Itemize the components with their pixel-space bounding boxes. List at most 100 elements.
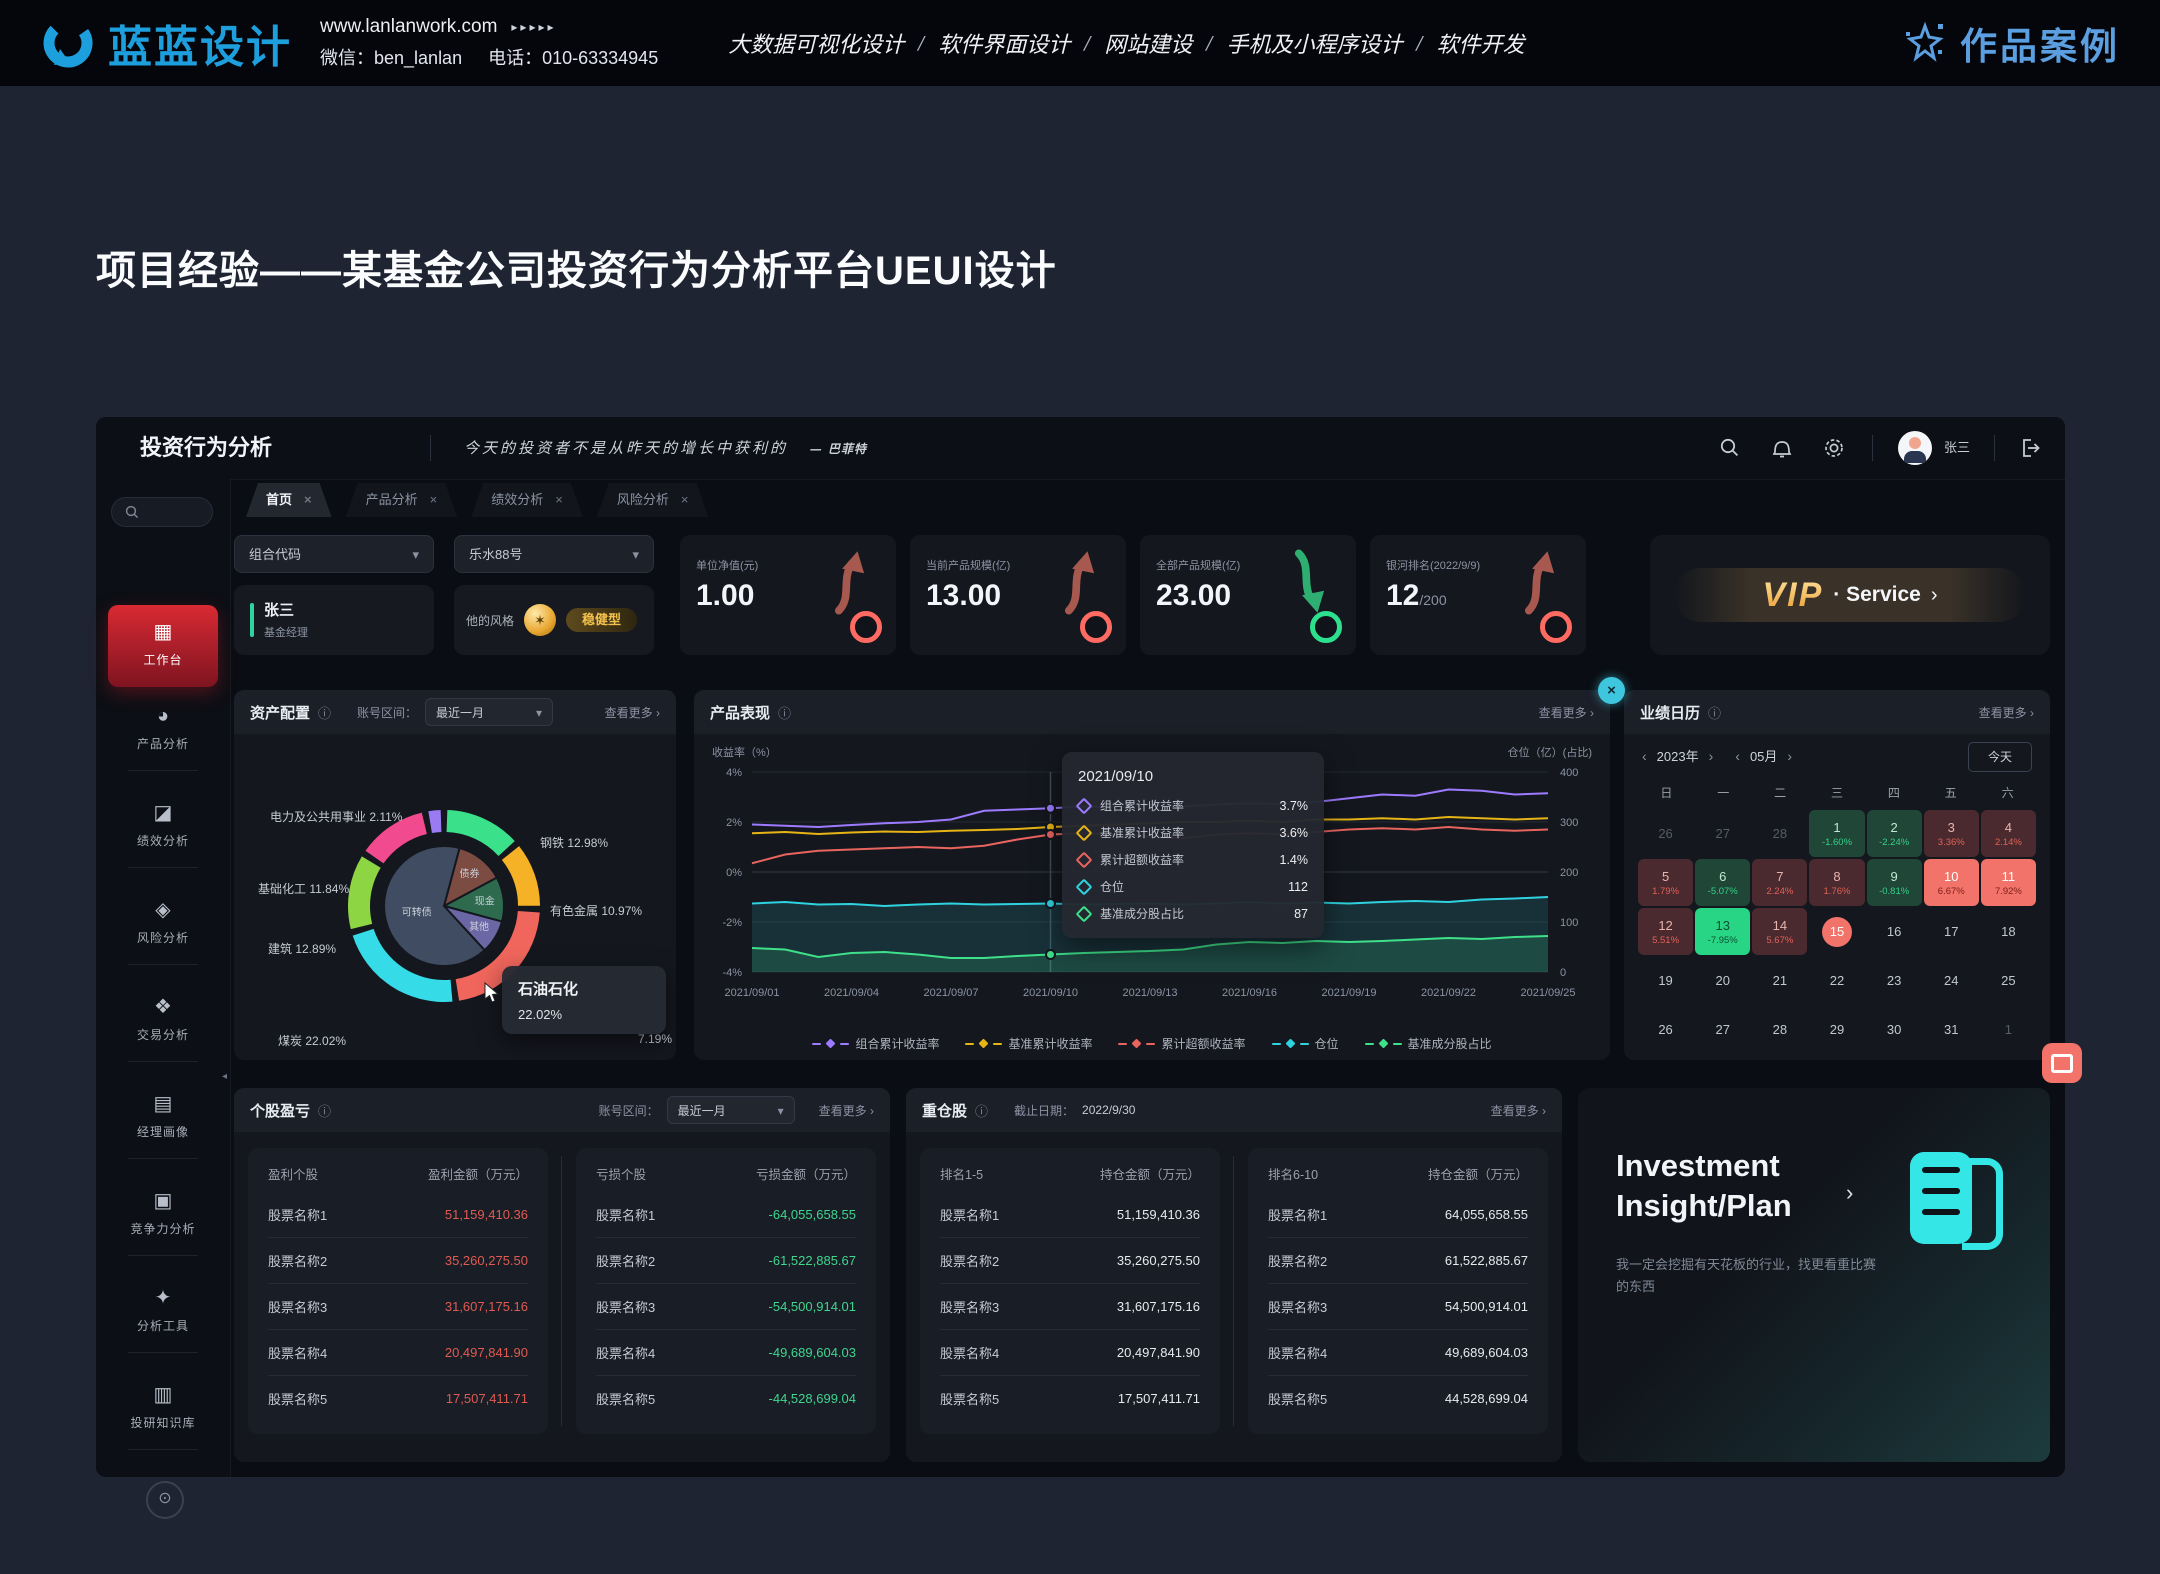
fund-name-dropdown[interactable]: 乐水88号 ▾ bbox=[454, 535, 654, 573]
calendar-day[interactable]: 6 -5.07% bbox=[1695, 859, 1751, 906]
sidebar-search-input[interactable] bbox=[111, 497, 213, 527]
logo[interactable]: 蓝蓝设计 bbox=[40, 11, 292, 75]
sidebar-item-analysis-tools[interactable]: ✦ 分析工具 bbox=[96, 1285, 230, 1353]
sidebar-item-research-knowledge[interactable]: ▥ 投研知识库 bbox=[96, 1382, 230, 1450]
calendar-day[interactable]: 7 2.24% bbox=[1752, 859, 1808, 906]
sidebar-collapse-icon[interactable]: ◂ bbox=[222, 1071, 228, 1082]
calendar-day[interactable]: 21 bbox=[1772, 973, 1788, 988]
today-button[interactable]: 今天 bbox=[1968, 742, 2032, 772]
info-icon[interactable]: ⓘ bbox=[318, 705, 332, 721]
calendar-day[interactable]: 28 bbox=[1772, 826, 1788, 841]
tab-风险分析[interactable]: 风险分析 × bbox=[597, 483, 709, 517]
inner-slice-可转债[interactable] bbox=[383, 845, 487, 967]
tab-绩效分析[interactable]: 绩效分析 × bbox=[471, 483, 583, 517]
legend-item-基准累计收益率[interactable]: 基准累计收益率 bbox=[965, 1035, 1092, 1052]
calendar-day[interactable]: 18 bbox=[2001, 924, 2016, 939]
calendar-day[interactable]: 14 5.67% bbox=[1752, 908, 1808, 955]
calendar-day[interactable]: 1 -1.60% bbox=[1809, 810, 1865, 857]
calendar-year[interactable]: 2023年 bbox=[1656, 749, 1699, 764]
logout-icon[interactable] bbox=[2018, 436, 2042, 460]
range-dropdown[interactable]: 最近一月 ▾ bbox=[425, 698, 554, 726]
calendar-day[interactable]: 1 bbox=[2004, 1022, 2013, 1037]
view-more-link[interactable]: 查看更多 › bbox=[604, 705, 660, 720]
calendar-day[interactable]: 26 bbox=[1658, 1022, 1673, 1037]
calendar-day[interactable]: 10 6.67% bbox=[1923, 859, 1979, 906]
info-icon[interactable]: ⓘ bbox=[1708, 705, 1722, 721]
legend-item-组合累计收益率[interactable]: 组合累计收益率 bbox=[812, 1035, 939, 1052]
sidebar-bottom-avatar[interactable]: ⊙ bbox=[146, 1481, 184, 1519]
sidebar-item-workbench[interactable]: ▦ 工作台 bbox=[108, 605, 218, 687]
gear-icon[interactable] bbox=[1822, 436, 1846, 460]
sidebar-item-trade-analysis[interactable]: ❖ 交易分析 bbox=[96, 994, 230, 1062]
donut-segment-基础化工[interactable] bbox=[365, 812, 427, 864]
calendar-day[interactable]: 8 1.76% bbox=[1809, 859, 1865, 906]
legend-item-仓位[interactable]: 仓位 bbox=[1271, 1035, 1339, 1052]
bookmark-floating-button[interactable] bbox=[2042, 1043, 2082, 1083]
donut-segment-石油石化[interactable] bbox=[455, 910, 540, 1001]
calendar-day[interactable]: 2 -2.24% bbox=[1866, 810, 1922, 857]
info-icon[interactable]: ⓘ bbox=[975, 1103, 989, 1119]
view-more-link[interactable]: 查看更多 › bbox=[1490, 1103, 1546, 1118]
tab-产品分析[interactable]: 产品分析 × bbox=[346, 483, 458, 517]
calendar-day[interactable]: 11 7.92% bbox=[1980, 859, 2036, 906]
calendar-day[interactable]: 22 bbox=[1829, 973, 1845, 988]
sidebar-item-manager-profile[interactable]: ▤ 经理画像 bbox=[96, 1091, 230, 1159]
calendar-day[interactable]: 28 bbox=[1772, 1022, 1788, 1037]
close-icon[interactable]: × bbox=[555, 492, 563, 507]
user-avatar[interactable] bbox=[1898, 431, 1932, 465]
next-month-icon[interactable]: › bbox=[1787, 747, 1793, 764]
close-icon[interactable]: × bbox=[680, 492, 689, 507]
donut-segment-建筑[interactable] bbox=[348, 856, 381, 930]
sidebar-item-competitiveness-analysis[interactable]: ▣ 竞争力分析 bbox=[96, 1188, 230, 1256]
donut-segment-电力及公共用事业[interactable] bbox=[428, 810, 442, 833]
user-name[interactable]: 张三 bbox=[1944, 440, 1971, 455]
calendar-day[interactable]: 16 bbox=[1886, 924, 1902, 939]
works-link[interactable]: 作品案例 bbox=[1902, 16, 2120, 70]
close-icon[interactable]: × bbox=[304, 492, 312, 507]
calendar-day[interactable]: 25 bbox=[2001, 973, 2016, 988]
calendar-day[interactable]: 17 bbox=[1944, 924, 1959, 939]
donut-segment-有色金属[interactable] bbox=[501, 846, 540, 906]
sidebar-item-performance-analysis[interactable]: ◪ 绩效分析 bbox=[96, 800, 230, 868]
donut-segment-煤炭[interactable] bbox=[352, 928, 453, 1002]
calendar-day[interactable]: 29 bbox=[1829, 1022, 1845, 1037]
sidebar-item-product-analysis[interactable]: ◕ 产品分析 bbox=[96, 703, 230, 771]
view-more-link[interactable]: 查看更多 › bbox=[1538, 705, 1594, 720]
calendar-day[interactable]: 31 bbox=[1944, 1022, 1959, 1037]
calendar-day[interactable]: 26 bbox=[1658, 826, 1673, 841]
prev-year-icon[interactable]: ‹ bbox=[1642, 747, 1647, 764]
series-line-基准成分股占比[interactable] bbox=[751, 935, 1549, 959]
prev-month-icon[interactable]: ‹ bbox=[1735, 747, 1740, 764]
calendar-day[interactable]: 27 bbox=[1715, 826, 1730, 841]
calendar-day[interactable]: 9 -0.81% bbox=[1866, 859, 1922, 906]
sidebar-item-risk-analysis[interactable]: ◈ 风险分析 bbox=[96, 897, 230, 965]
calendar-day[interactable]: 4 2.14% bbox=[1980, 810, 2036, 857]
range-dropdown[interactable]: 最近一月 ▾ bbox=[666, 1096, 795, 1124]
view-more-link[interactable]: 查看更多 › bbox=[1978, 705, 2034, 720]
calendar-day[interactable]: 19 bbox=[1658, 973, 1673, 988]
vip-service-button[interactable]: VIP · Service › bbox=[1674, 568, 2026, 622]
tab-首页[interactable]: 首页 × bbox=[246, 483, 332, 517]
calendar-day[interactable]: 20 bbox=[1715, 973, 1730, 988]
site-url[interactable]: www.lanlanwork.com bbox=[320, 16, 498, 37]
view-more-link[interactable]: 查看更多 › bbox=[818, 1103, 874, 1118]
calendar-day[interactable]: 23 bbox=[1886, 973, 1902, 988]
legend-item-累计超额收益率[interactable]: 累计超额收益率 bbox=[1118, 1035, 1246, 1052]
calendar-day[interactable]: 3 3.36% bbox=[1923, 810, 1979, 857]
legend-item-基准成分股占比[interactable]: 基准成分股占比 bbox=[1364, 1035, 1492, 1052]
info-icon[interactable]: ⓘ bbox=[318, 1103, 332, 1119]
insight-card[interactable]: Investment Insight/Plan › 我一定会挖掘有天花板的行业，… bbox=[1578, 1088, 2050, 1462]
calendar-day[interactable]: 15 bbox=[1809, 908, 1864, 955]
calendar-day[interactable]: 27 bbox=[1715, 1022, 1730, 1037]
calendar-day[interactable]: 5 1.79% bbox=[1638, 859, 1694, 906]
next-year-icon[interactable]: › bbox=[1708, 747, 1714, 764]
calendar-month[interactable]: 05月 bbox=[1749, 749, 1778, 764]
search-icon[interactable] bbox=[1718, 436, 1742, 460]
calendar-day[interactable]: 12 5.51% bbox=[1638, 908, 1694, 955]
calendar-day[interactable]: 13 -7.95% bbox=[1695, 908, 1751, 955]
calendar-day[interactable]: 30 bbox=[1886, 1022, 1902, 1037]
portfolio-code-dropdown[interactable]: 组合代码 ▾ bbox=[234, 535, 434, 573]
info-icon[interactable]: ⓘ bbox=[778, 705, 792, 721]
calendar-day[interactable]: 24 bbox=[1944, 973, 1959, 988]
close-icon[interactable]: × bbox=[429, 492, 438, 507]
